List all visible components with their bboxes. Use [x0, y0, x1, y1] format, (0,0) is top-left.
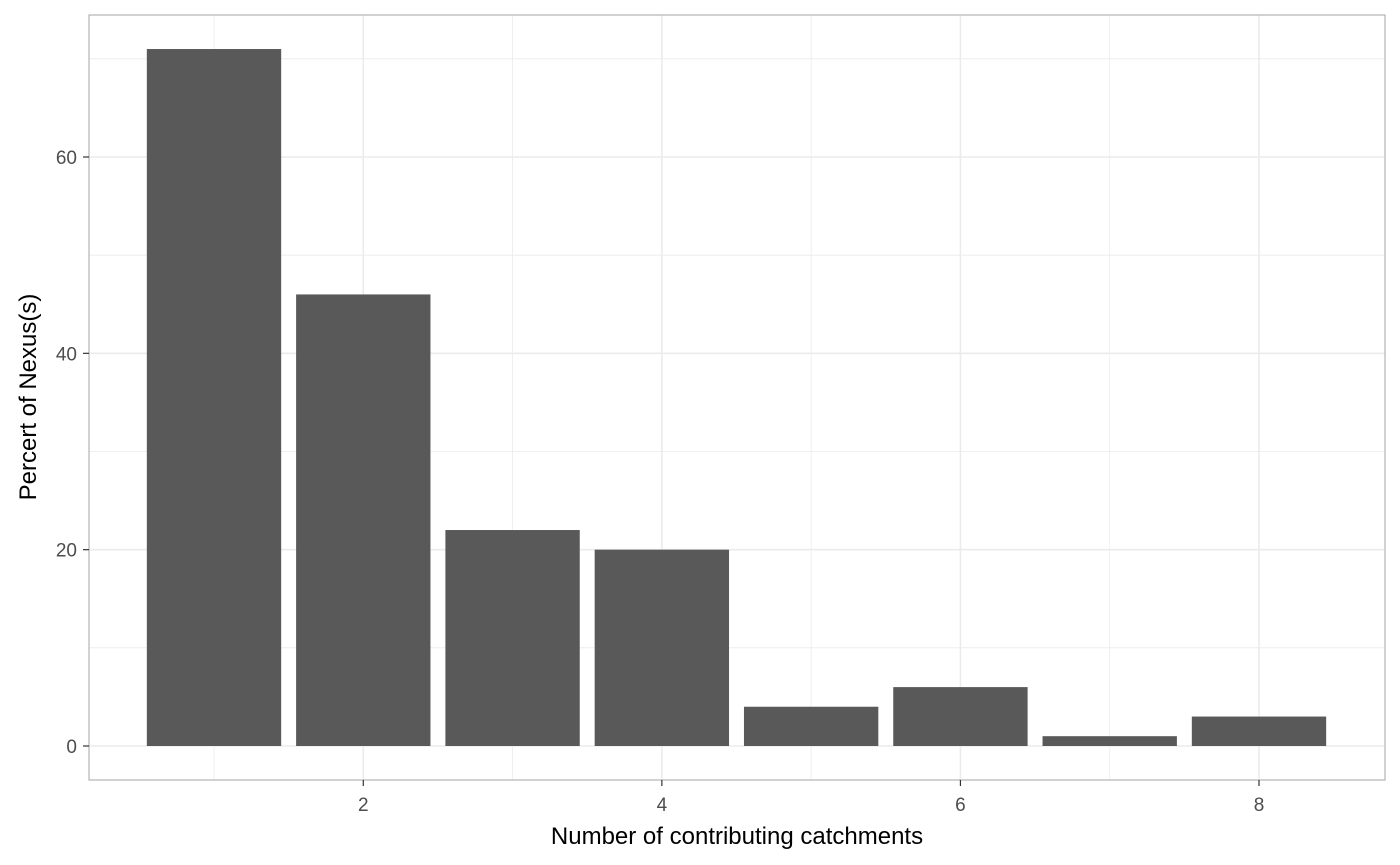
- bar: [146, 49, 282, 747]
- x-tick-label: 4: [657, 795, 668, 816]
- x-tick-label: 6: [955, 795, 966, 816]
- bar: [1191, 716, 1327, 746]
- y-tick-label: 0: [66, 737, 77, 758]
- x-axis-ticks: 2 4 6 8: [358, 780, 1264, 816]
- bars: [146, 49, 1327, 747]
- x-tick-label: 8: [1254, 795, 1265, 816]
- panel-border: [88, 14, 1386, 781]
- y-tick-label: 20: [56, 541, 77, 562]
- bar: [893, 687, 1028, 746]
- y-axis-ticks: 0 20 40 60: [56, 148, 89, 758]
- x-tick-label: 2: [358, 795, 369, 816]
- y-tick-label: 60: [56, 148, 77, 169]
- grid-lines: [89, 15, 1385, 780]
- bar: [296, 294, 431, 746]
- bar: [594, 549, 730, 746]
- x-axis-title: Number of contributing catchments: [551, 823, 923, 850]
- y-tick-label: 40: [56, 344, 77, 365]
- y-axis-title: Percert of Nexus(s): [15, 294, 42, 501]
- bar: [1042, 736, 1177, 746]
- bar: [445, 530, 580, 746]
- bar: [743, 706, 879, 746]
